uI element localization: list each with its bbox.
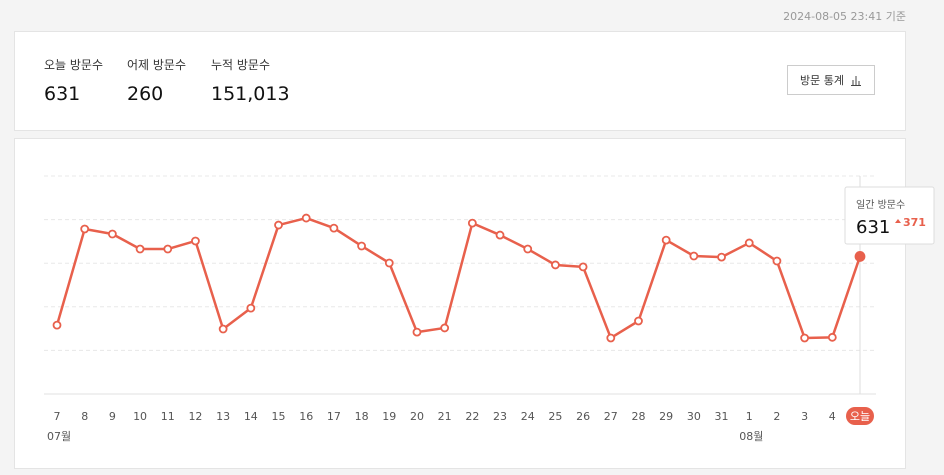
tooltip-label: 일간 방문수 bbox=[856, 199, 905, 211]
x-tick-label: 7 bbox=[54, 410, 61, 423]
x-tick-label: 오늘 bbox=[850, 410, 870, 423]
x-tick-label: 3 bbox=[801, 410, 808, 423]
tooltip-value: 631 bbox=[856, 217, 890, 238]
point bbox=[800, 333, 810, 343]
x-tick-label: 1 bbox=[746, 410, 753, 423]
point bbox=[827, 332, 837, 342]
point bbox=[578, 262, 588, 272]
point bbox=[163, 244, 173, 254]
x-tick-label: 8 bbox=[81, 410, 88, 423]
stat-value: 631 bbox=[44, 83, 81, 105]
x-tick-label: 23 bbox=[493, 410, 507, 423]
stat: 오늘 방문수 631 bbox=[44, 56, 103, 105]
point bbox=[772, 256, 782, 266]
point bbox=[523, 244, 533, 254]
x-tick-label: 4 bbox=[829, 410, 836, 423]
point bbox=[467, 218, 477, 228]
stat: 누적 방문수 151,013 bbox=[211, 56, 290, 105]
point bbox=[274, 220, 283, 230]
point bbox=[606, 333, 616, 343]
point bbox=[744, 238, 754, 248]
point bbox=[246, 303, 256, 313]
x-tick-label: 19 bbox=[382, 410, 396, 423]
x-tick-label: 2 bbox=[773, 410, 780, 423]
point bbox=[384, 258, 394, 268]
x-tick-label: 9 bbox=[109, 410, 116, 423]
point bbox=[301, 213, 311, 223]
stat-label: 어제 방문수 bbox=[127, 58, 187, 72]
x-tick-label: 30 bbox=[687, 410, 701, 423]
point bbox=[52, 320, 62, 330]
tooltip-box bbox=[844, 186, 935, 245]
x-tick-label: 16 bbox=[299, 410, 313, 423]
x-tick-label: 20 bbox=[410, 410, 424, 423]
x-tick-label: 31 bbox=[715, 410, 729, 423]
stat-label: 오늘 방문수 bbox=[44, 58, 104, 72]
point bbox=[191, 236, 200, 246]
point bbox=[329, 223, 339, 233]
chart-card bbox=[14, 138, 906, 469]
x-tick-label: 14 bbox=[244, 410, 258, 423]
x-tick-label: 21 bbox=[438, 410, 452, 423]
point bbox=[717, 252, 726, 262]
month-label: 08월 bbox=[739, 430, 763, 443]
button-label: 방문 통계 bbox=[800, 74, 844, 87]
point bbox=[689, 251, 699, 261]
month-label: 07월 bbox=[47, 430, 71, 443]
x-tick-label: 27 bbox=[604, 410, 618, 423]
chart-icon bbox=[850, 75, 861, 86]
x-tick-label: 15 bbox=[272, 410, 286, 423]
line bbox=[55, 216, 862, 340]
x-tick-label: 24 bbox=[521, 410, 535, 423]
today-pill bbox=[846, 407, 874, 425]
timestamp: 2024-08-05 23:41 기준 bbox=[783, 10, 906, 23]
point bbox=[634, 316, 643, 326]
stat-value: 151,013 bbox=[211, 83, 290, 105]
stats-button[interactable]: 방문 통계 bbox=[787, 65, 875, 95]
point bbox=[80, 224, 90, 234]
point bbox=[135, 244, 145, 254]
x-tick-label: 10 bbox=[133, 410, 147, 423]
x-tick-label: 25 bbox=[548, 410, 562, 423]
point bbox=[412, 327, 422, 337]
point bbox=[661, 235, 671, 245]
summary-card: 오늘 방문수 631 어제 방문수 260 누적 방문수 151,013 방문 통계 bbox=[14, 31, 906, 131]
point bbox=[495, 230, 505, 240]
tooltip-change: 371 bbox=[903, 216, 926, 229]
x-tick-label: 26 bbox=[576, 410, 590, 423]
stat-label: 누적 방문수 bbox=[211, 58, 271, 72]
stat: 어제 방문수 260 bbox=[127, 56, 186, 105]
point bbox=[357, 241, 366, 251]
x-tick-label: 17 bbox=[327, 410, 341, 423]
point bbox=[218, 324, 228, 334]
stat-value: 260 bbox=[127, 83, 164, 105]
up-arrow bbox=[895, 219, 901, 223]
point bbox=[854, 251, 866, 262]
x-tick-label: 11 bbox=[161, 410, 175, 423]
x-tick-label: 13 bbox=[216, 410, 230, 423]
tooltip: 일간 방문수 631 371 bbox=[844, 186, 935, 245]
x-tick-label: 22 bbox=[465, 410, 479, 423]
x-tick-label: 18 bbox=[355, 410, 369, 423]
x-tick-label: 28 bbox=[631, 410, 645, 423]
point bbox=[440, 323, 450, 333]
x-tick-label: 12 bbox=[188, 410, 202, 423]
point bbox=[107, 229, 117, 239]
point bbox=[551, 260, 560, 270]
x-tick-label: 29 bbox=[659, 410, 673, 423]
